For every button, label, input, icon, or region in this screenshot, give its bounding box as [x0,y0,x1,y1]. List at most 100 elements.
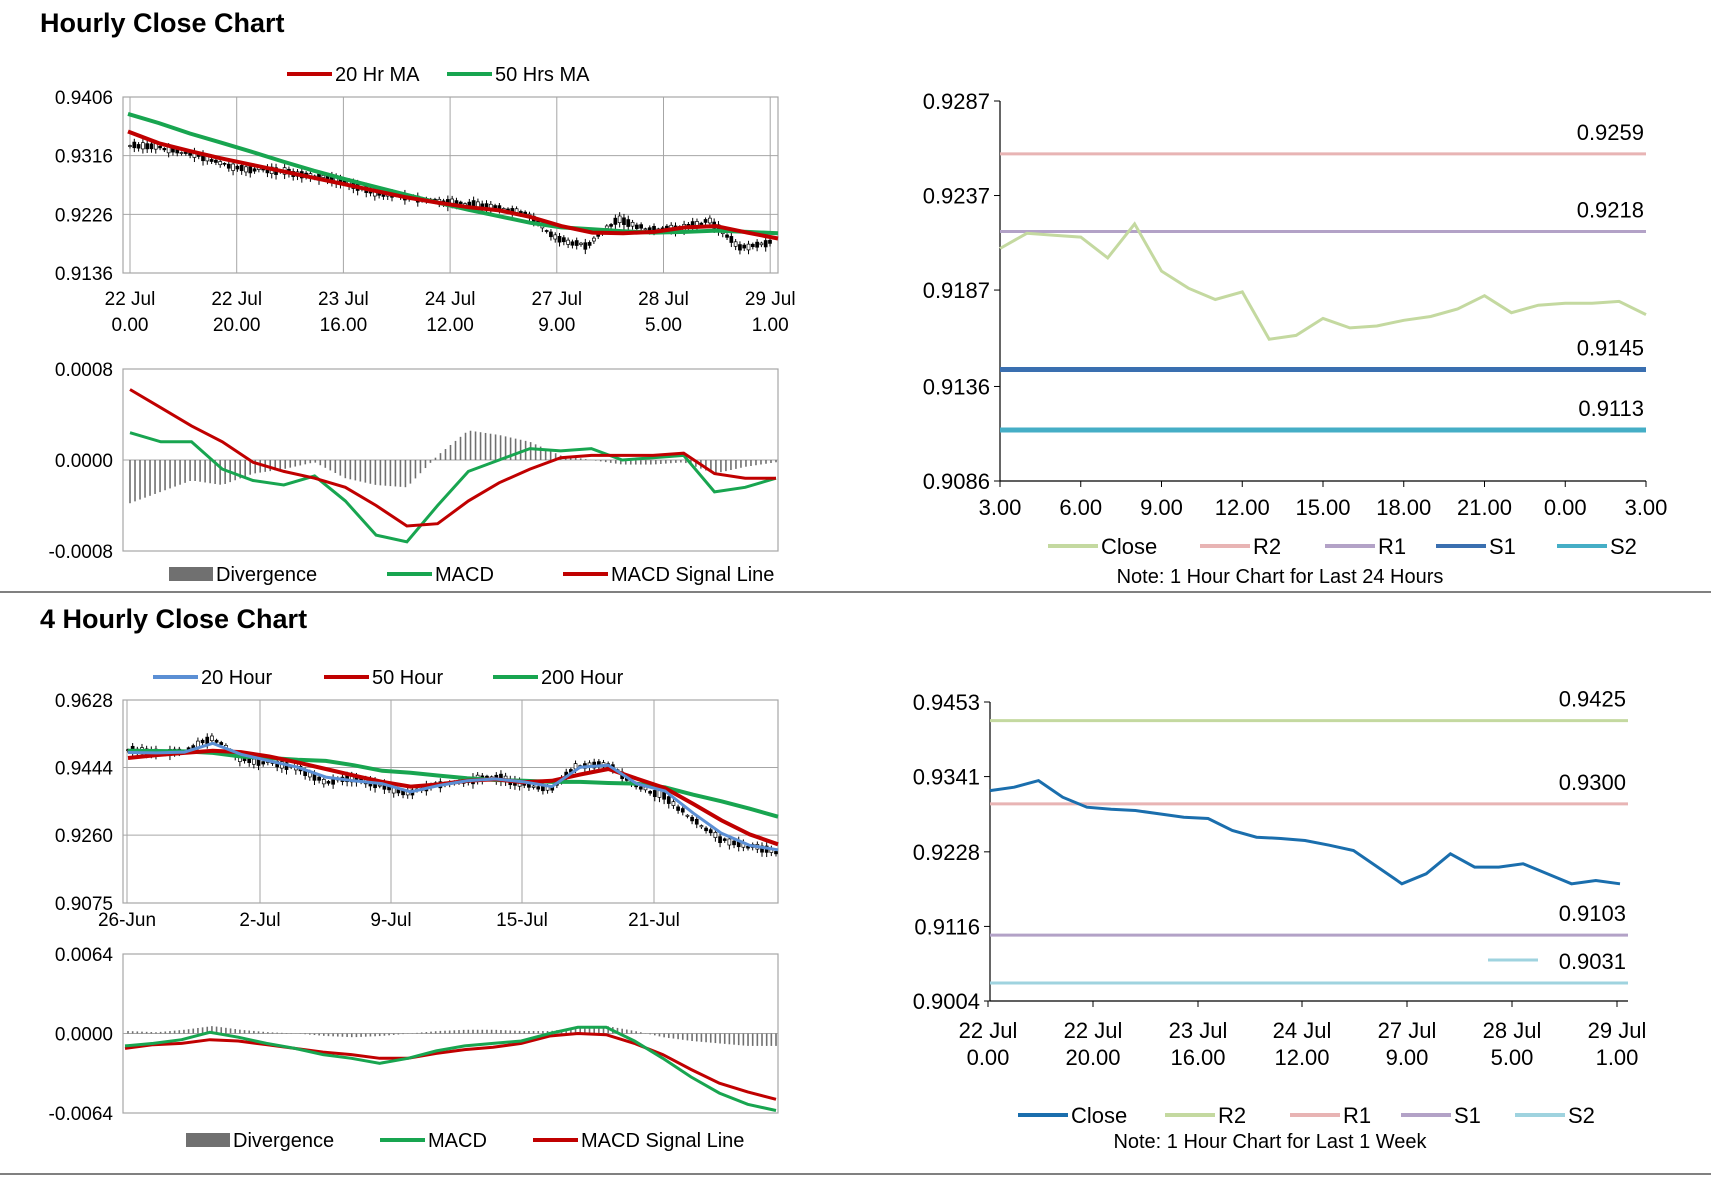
tr-y-tick: 0.9086 [923,469,990,494]
tl-price-candle-body [725,234,729,238]
tl-price-candle-body [209,159,214,162]
tl-price-candle-body [218,161,223,166]
bl-price-y-tick: 0.9075 [55,894,113,915]
bl-price-candle-body [722,838,727,841]
bl-price-candle-body [317,776,321,781]
tr-legend-r1-label: R1 [1378,534,1406,559]
bl-price-candle-body [657,790,662,798]
tl-price-candle-body [742,244,747,249]
br-level-label-s2: 0.9031 [1559,949,1626,974]
tr-level-label-r1: 0.9218 [1577,197,1644,222]
br-y-tick: 0.9453 [913,690,980,715]
bl-price-candle-body [713,832,718,838]
br-legend-r2-label: R2 [1218,1103,1246,1128]
tl-price-y-tick: 0.9406 [55,88,113,109]
tr-chart-note: Note: 1 Hour Chart for Last 24 Hours [1116,566,1444,588]
section-divider [0,591,1711,593]
br-y-tick: 0.9341 [913,765,980,790]
bl-price-candle-body [531,785,536,788]
tl-macd-line [129,431,777,544]
bl-price-candle-body [638,786,643,790]
tl-price-candle-body [733,241,738,247]
tl-price-candle-body [639,224,643,229]
tl-price-candle-body [561,237,566,243]
tl-price-x-tick-time: 5.00 [645,315,682,336]
bl-legend-50h-label: 50 Hour [372,667,443,689]
tl-price-candle-body [592,237,596,242]
br-x-tick-time: 12.00 [1274,1045,1329,1070]
bl-price-candle-body [727,838,732,846]
tl-legend-divergence-label: Divergence [216,564,317,586]
br-level-label-r1: 0.9300 [1559,770,1626,795]
tl-price-candle-body [579,242,583,245]
bl-legend-200h-label: 200 Hour [541,667,624,689]
tr-x-tick: 9.00 [1140,495,1183,520]
bl-price-candle-body [200,739,205,744]
tl-price-candle-body [244,166,248,173]
tl-price-candle-body [252,168,257,172]
tl-price-candle-body [235,165,240,170]
four-hourly-section-title: 4 Hourly Close Chart [40,604,308,634]
tr-x-tick: 0.00 [1544,495,1587,520]
tl-price-candle-body [708,217,712,224]
bl-ma50-line [127,748,779,847]
tr-x-tick: 15.00 [1295,495,1350,520]
tr-x-tick: 21.00 [1457,495,1512,520]
tl-price-candle-body [136,144,141,149]
tl-price-candle-body [759,242,764,246]
bl-price-y-tick: 0.9260 [55,826,113,847]
tl-price-candle-body [634,224,639,229]
tl-price-candle-body [222,162,227,165]
tr-x-tick: 6.00 [1059,495,1102,520]
br-y-tick: 0.9004 [913,989,980,1014]
bottom-divider [0,1173,1711,1175]
tl-price-candle-body [231,163,235,171]
br-x-tick-date: 22 Jul [959,1018,1018,1043]
tl-macd-y-tick: 0.0000 [55,451,113,472]
br-x-tick-time: 16.00 [1170,1045,1225,1070]
bl-price-candle-body [732,840,736,846]
tl-price-candle-body [557,236,562,243]
bl-price-candle-body [694,818,699,825]
br-level-label-r2: 0.9425 [1559,687,1626,712]
tl-legend-signal-label: MACD Signal Line [611,564,774,586]
tl-price-x-tick-time: 9.00 [538,315,575,336]
tr-legend-r2-label: R2 [1253,534,1281,559]
br-x-tick-date: 29 Jul [1588,1018,1647,1043]
bl-price-x-tick: 26-Jun [98,910,156,931]
bl-macd-line [124,1025,777,1112]
bl-price-candle-body [214,739,219,743]
tl-price-candle-body [755,241,759,248]
bl-macd-y-tick: 0.0064 [55,945,114,966]
tl-price-candle-body [141,142,145,150]
tl-price-x-tick-date: 23 Jul [318,289,369,310]
tl-price-candle-body [158,145,162,149]
bl-legend-divergence-label: Divergence [233,1130,334,1152]
bl-legend-macd-label: MACD [428,1130,487,1152]
bl-price-x-tick: 21-Jul [628,910,680,931]
tl-price-candle-body [750,243,755,248]
bl-price-candle-body [652,790,657,798]
bl-legend-20h-label: 20 Hour [201,667,272,689]
bl-price-candle-body [536,786,541,790]
bl-price-candle-body [326,781,331,784]
br-close-line [989,778,1621,886]
tl-macd-y-tick: -0.0008 [49,542,113,563]
tr-y-tick: 0.9237 [923,184,990,209]
hourly-section-title: Hourly Close Chart [40,8,285,38]
tl-price-candle-body [248,166,253,174]
tr-legend-s2-label: S2 [1610,534,1637,559]
tl-legend-ma20-label: 20 Hr MA [335,64,420,86]
tl-macd-signal-line [129,388,776,528]
tr-level-label-s1: 0.9145 [1577,335,1644,360]
tl-price-candle-body [226,163,231,169]
tl-price-candle-body [622,217,626,225]
br-legend-close-label: Close [1071,1103,1127,1128]
tl-price-candle-body [549,231,553,238]
tl-ma50-line [127,111,779,236]
bl-price-y-tick: 0.9628 [55,691,113,712]
tl-price-candle-body [643,228,648,231]
tl-price-x-tick-date: 27 Jul [531,289,582,310]
br-x-tick-date: 22 Jul [1064,1018,1123,1043]
